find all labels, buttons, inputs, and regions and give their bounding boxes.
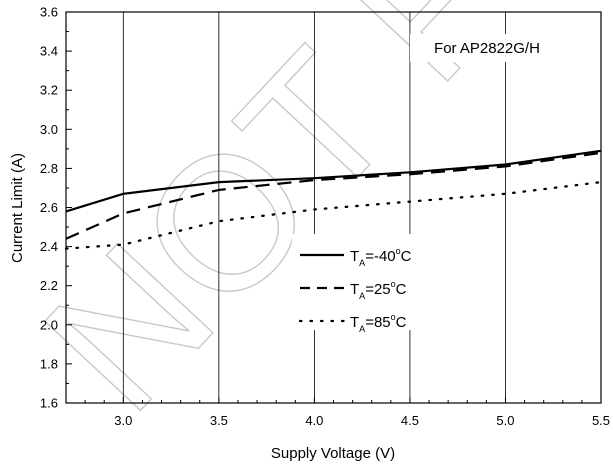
y-tick-label: 2.0: [40, 317, 58, 332]
x-tick-label: 5.0: [496, 413, 514, 428]
x-axis-label: Supply Voltage (V): [271, 445, 395, 462]
legend-label-sub: A: [359, 324, 365, 334]
series-line: [65, 151, 602, 240]
grid: [122, 12, 506, 403]
y-tick-label: 3.4: [40, 44, 58, 59]
axis-ticks: [66, 11, 602, 404]
legend-label: TA=85oC: [350, 312, 407, 334]
y-tick-label: 3.0: [40, 122, 58, 137]
legend-label: TA=-40oC: [350, 246, 412, 268]
series-line: [64, 180, 603, 250]
legend-label-base: T: [350, 314, 359, 331]
x-tick-label: 5.5: [592, 413, 610, 428]
legend-label-sup: o: [391, 279, 396, 289]
y-tick-labels: 1.6 1.8 2.0 2.2 2.4 2.6 2.8 3.0 3.2 3.4 3.6: [40, 5, 58, 411]
annotation-text: For AP2822G/H: [434, 40, 540, 57]
legend-label-sub: A: [359, 258, 365, 268]
y-tick-label: 2.8: [40, 161, 58, 176]
annotation-box: For AP2822G/H: [410, 34, 564, 62]
legend-label-value: =85: [365, 314, 390, 331]
x-tick-label: 3.5: [210, 413, 228, 428]
legend-label-sub: A: [359, 291, 365, 301]
legend-label-base: T: [350, 248, 359, 265]
y-axis-label: Current Limit (A): [9, 153, 26, 263]
y-tick-label: 2.6: [40, 200, 58, 215]
y-tick-label: 1.8: [40, 356, 58, 371]
legend-label-value: =25: [365, 281, 390, 298]
y-tick-label: 3.6: [40, 5, 58, 20]
x-tick-label: 3.0: [114, 413, 132, 428]
legend-label: TA=25oC: [350, 279, 407, 301]
legend-label-unit: C: [396, 314, 407, 331]
y-tick-label: 2.4: [40, 239, 58, 254]
legend-label-sup: o: [391, 312, 396, 322]
x-tick-label: 4.0: [305, 413, 323, 428]
series-line: [65, 149, 602, 213]
y-tick-label: 2.2: [40, 278, 58, 293]
legend-label-sup: o: [396, 246, 401, 256]
legend-label-unit: C: [401, 248, 412, 265]
legend-background: [292, 234, 440, 330]
y-tick-label: 3.2: [40, 83, 58, 98]
annotation-background: [410, 34, 564, 62]
x-tick-labels: 3.0 3.5 4.0 4.5 5.0 5.5: [114, 413, 610, 428]
legend-label-base: T: [350, 281, 359, 298]
legend-label-unit: C: [396, 281, 407, 298]
legend-label-value: =-40: [365, 248, 395, 265]
x-tick-label: 4.5: [401, 413, 419, 428]
series-lines: [64, 149, 603, 250]
y-tick-label: 1.6: [40, 396, 58, 411]
